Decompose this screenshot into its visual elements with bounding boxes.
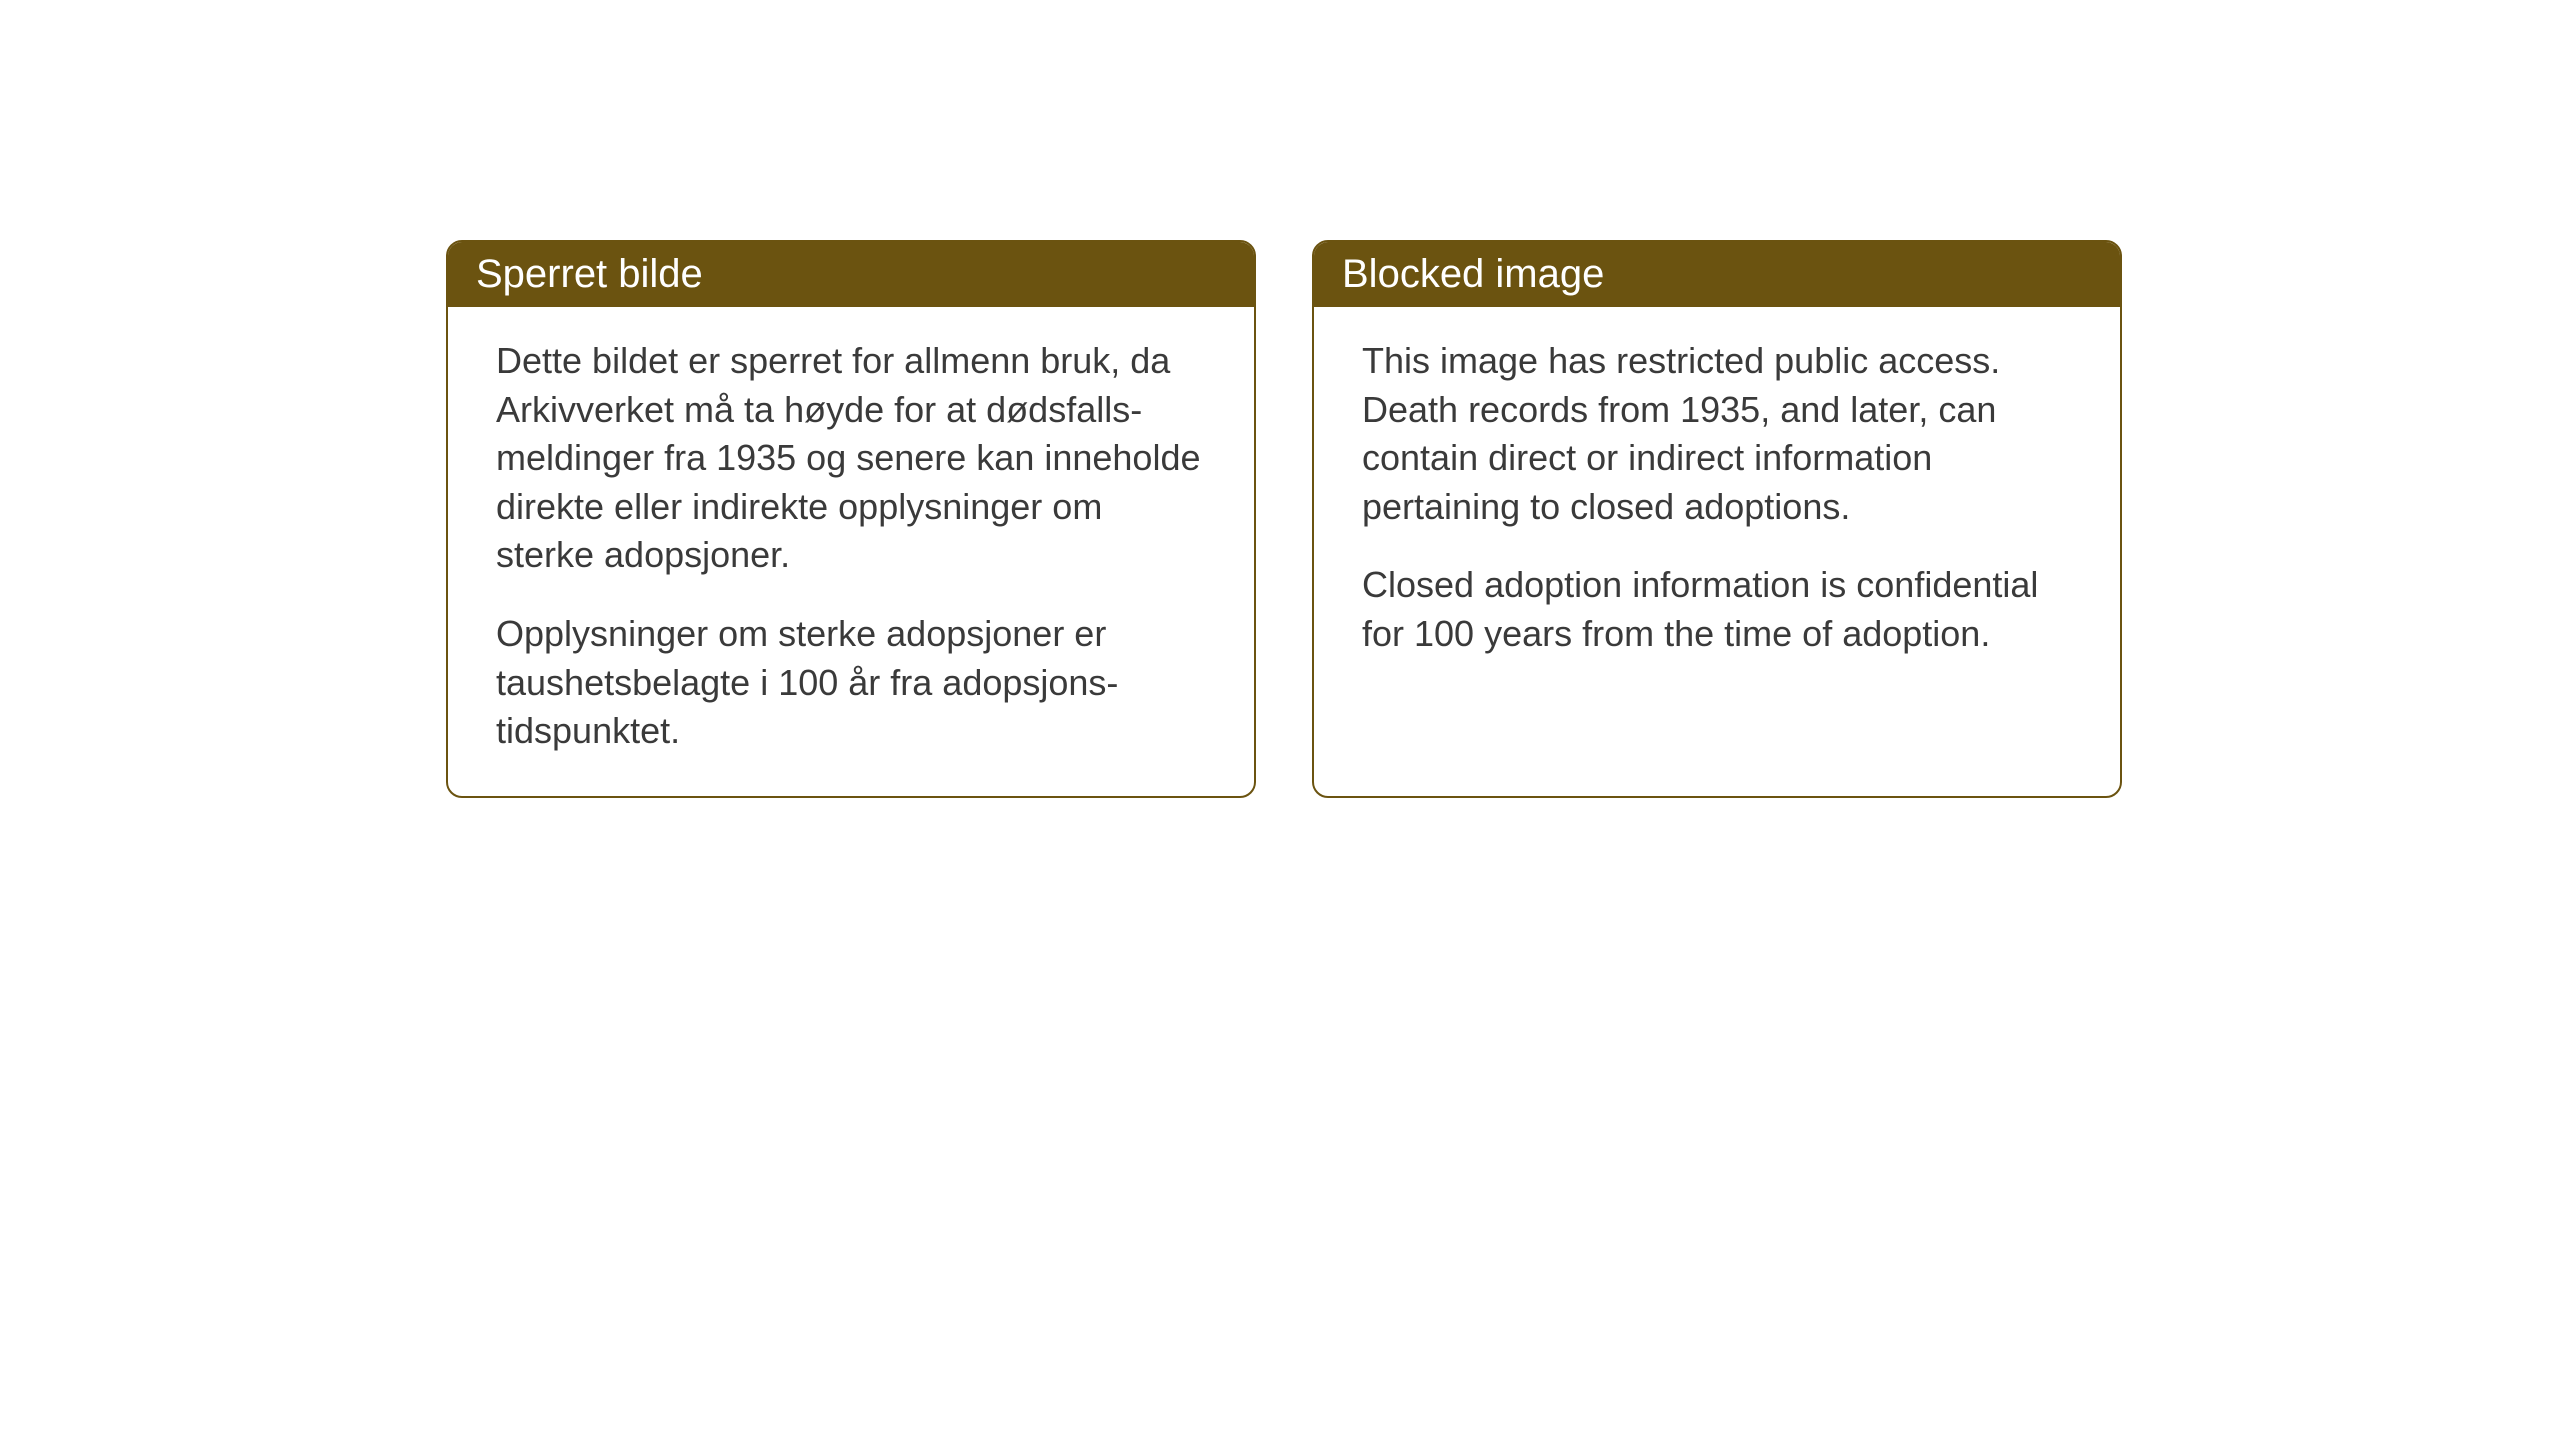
notice-card-norwegian: Sperret bilde Dette bildet er sperret fo… xyxy=(446,240,1256,798)
notice-container: Sperret bilde Dette bildet er sperret fo… xyxy=(446,240,2122,798)
card-body-english: This image has restricted public access.… xyxy=(1314,307,2120,699)
card-header-norwegian: Sperret bilde xyxy=(448,242,1254,307)
card-paragraph-2-english: Closed adoption information is confident… xyxy=(1362,561,2072,658)
card-paragraph-1-english: This image has restricted public access.… xyxy=(1362,337,2072,531)
card-paragraph-2-norwegian: Opplysninger om sterke adopsjoner er tau… xyxy=(496,610,1206,756)
card-paragraph-1-norwegian: Dette bildet er sperret for allmenn bruk… xyxy=(496,337,1206,580)
card-title-english: Blocked image xyxy=(1342,252,1604,296)
card-body-norwegian: Dette bildet er sperret for allmenn bruk… xyxy=(448,307,1254,796)
card-title-norwegian: Sperret bilde xyxy=(476,252,703,296)
card-header-english: Blocked image xyxy=(1314,242,2120,307)
notice-card-english: Blocked image This image has restricted … xyxy=(1312,240,2122,798)
